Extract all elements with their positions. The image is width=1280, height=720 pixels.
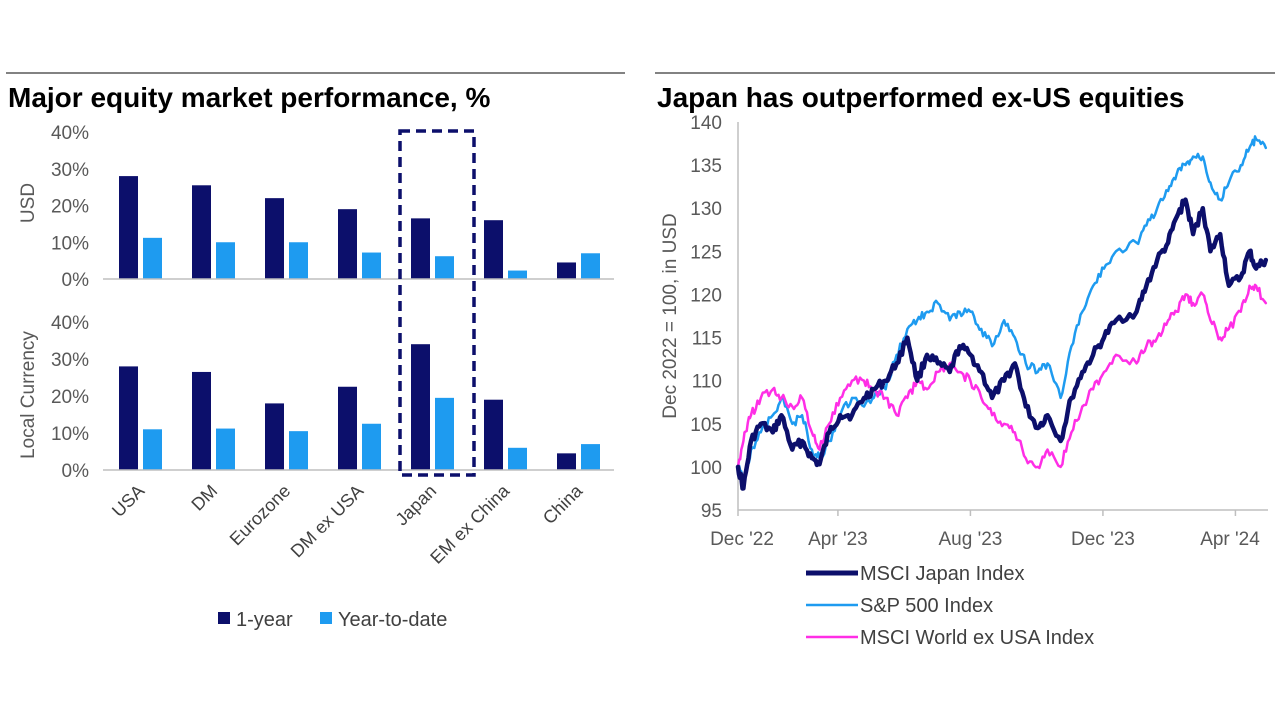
bar-usd-em-ex-china-year-to-date bbox=[508, 270, 527, 279]
usd-y-ticks: 40% 30% 20% 10% 0% bbox=[51, 123, 89, 291]
bar-usd-usa-year-to-date bbox=[143, 237, 162, 279]
y-tick-label: 120 bbox=[690, 285, 722, 306]
y-tick-label: 105 bbox=[690, 415, 722, 436]
line-legend: MSCI Japan Index S&P 500 Index MSCI Worl… bbox=[806, 563, 1094, 649]
y-tick-label: 20% bbox=[51, 197, 89, 218]
line-y-ticks: 140 135 130 125 120 115 110 105 100 95 bbox=[690, 113, 722, 522]
y-tick-label: 30% bbox=[51, 160, 89, 181]
bar-usd-china-year-to-date bbox=[581, 253, 600, 279]
bar-usd-china-1-year bbox=[557, 262, 576, 279]
y-tick-label: 115 bbox=[692, 329, 722, 350]
bar-local-currency-dm-year-to-date bbox=[216, 428, 235, 470]
bar-legend: 1-year Year-to-date bbox=[218, 609, 447, 631]
usd-panel-label: USD bbox=[18, 183, 39, 223]
bar-local-currency-dm-ex-usa-1-year bbox=[338, 386, 357, 470]
bar-chart-panel: Major equity market performance, % 40% 30… bbox=[6, 72, 625, 631]
y-tick-label: 140 bbox=[690, 113, 722, 134]
y-tick-label: 20% bbox=[51, 387, 89, 408]
x-tick-label: Apr '24 bbox=[1200, 529, 1260, 550]
legend-label-msci-japan: MSCI Japan Index bbox=[860, 563, 1025, 585]
y-tick-label: 135 bbox=[690, 156, 722, 177]
category-label-china: China bbox=[539, 480, 587, 528]
x-tick-label: Aug '23 bbox=[938, 529, 1002, 550]
category-label-em-ex-china: EM ex China bbox=[426, 480, 514, 568]
bar-local-currency-eurozone-1-year bbox=[265, 403, 284, 470]
x-tick-label: Apr '23 bbox=[808, 529, 868, 550]
bar-usd-japan-year-to-date bbox=[435, 256, 454, 279]
left-chart-title: Major equity market performance, % bbox=[8, 82, 490, 113]
bar-local-currency-china-1-year bbox=[557, 453, 576, 470]
right-chart-title: Japan has outperformed ex-US equities bbox=[657, 82, 1184, 113]
bar-local-currency-china-year-to-date bbox=[581, 444, 600, 470]
y-tick-label: 130 bbox=[690, 199, 722, 220]
bar-usd-eurozone-year-to-date bbox=[289, 242, 308, 279]
bar-usd-dm-ex-usa-year-to-date bbox=[362, 252, 381, 279]
bar-usd-em-ex-china-1-year bbox=[484, 220, 503, 279]
bar-usd-dm-year-to-date bbox=[216, 242, 235, 279]
y-tick-label: 30% bbox=[51, 350, 89, 371]
line-msci-world-ex-usa-index bbox=[736, 283, 1268, 470]
legend-swatch-year-to-date bbox=[320, 612, 332, 624]
x-tick-label: Dec '23 bbox=[1071, 529, 1135, 550]
local-y-ticks: 40% 30% 20% 10% 0% bbox=[51, 313, 89, 482]
bar-local-currency-em-ex-china-year-to-date bbox=[508, 447, 527, 470]
bar-local-currency-em-ex-china-1-year bbox=[484, 399, 503, 470]
bar-local-currency-japan-year-to-date bbox=[435, 397, 454, 470]
bar-usd-dm-ex-usa-1-year bbox=[338, 209, 357, 279]
legend-label-msci-world-ex-usa: MSCI World ex USA Index bbox=[860, 627, 1094, 649]
category-label-dm-ex-usa: DM ex USA bbox=[287, 481, 368, 562]
y-tick-label: 10% bbox=[51, 424, 89, 445]
line-y-axis-title: Dec 2022 = 100, in USD bbox=[660, 213, 681, 418]
bar-usd-eurozone-1-year bbox=[265, 198, 284, 279]
line-s-p-500-index bbox=[736, 135, 1268, 483]
line-msci-japan-index bbox=[735, 197, 1269, 491]
y-tick-label: 0% bbox=[62, 270, 90, 291]
bar-usd-usa-1-year bbox=[119, 176, 138, 279]
legend-label-year-to-date: Year-to-date bbox=[338, 609, 447, 631]
y-tick-label: 125 bbox=[690, 242, 722, 263]
legend-label-sp500: S&P 500 Index bbox=[860, 595, 993, 617]
category-label-eurozone: Eurozone bbox=[226, 481, 295, 550]
y-tick-label: 110 bbox=[692, 372, 722, 393]
line-x-ticks: Dec '22 Apr '23 Aug '23 Dec '23 Apr '24 bbox=[710, 510, 1260, 550]
x-tick-label: Dec '22 bbox=[710, 529, 774, 550]
bar-local-currency-dm-ex-usa-year-to-date bbox=[362, 423, 381, 470]
bar-local-currency-usa-1-year bbox=[119, 366, 138, 470]
line-chart-panel: Japan has outperformed ex-US equities 14… bbox=[655, 72, 1275, 649]
bar-marks bbox=[119, 176, 600, 470]
japan-highlight-box bbox=[398, 129, 476, 477]
bar-local-currency-japan-1-year bbox=[411, 344, 430, 470]
legend-swatch-1-year bbox=[218, 612, 230, 624]
y-tick-label: 40% bbox=[51, 123, 89, 144]
local-currency-panel-label: Local Currency bbox=[18, 331, 39, 459]
bar-local-currency-usa-year-to-date bbox=[143, 429, 162, 470]
bar-local-currency-eurozone-year-to-date bbox=[289, 431, 308, 470]
line-series bbox=[735, 135, 1269, 491]
category-label-japan: Japan bbox=[392, 481, 441, 530]
category-label-dm: DM bbox=[187, 481, 221, 515]
category-label-usa: USA bbox=[108, 481, 148, 521]
bar-local-currency-dm-1-year bbox=[192, 371, 211, 470]
bar-usd-japan-1-year bbox=[411, 218, 430, 279]
legend-label-1-year: 1-year bbox=[236, 609, 293, 631]
y-tick-label: 10% bbox=[51, 233, 89, 254]
y-tick-label: 100 bbox=[690, 458, 722, 479]
bar-usd-dm-1-year bbox=[192, 185, 211, 279]
y-tick-label: 0% bbox=[62, 461, 90, 482]
y-tick-label: 95 bbox=[701, 501, 722, 522]
y-tick-label: 40% bbox=[51, 313, 89, 334]
